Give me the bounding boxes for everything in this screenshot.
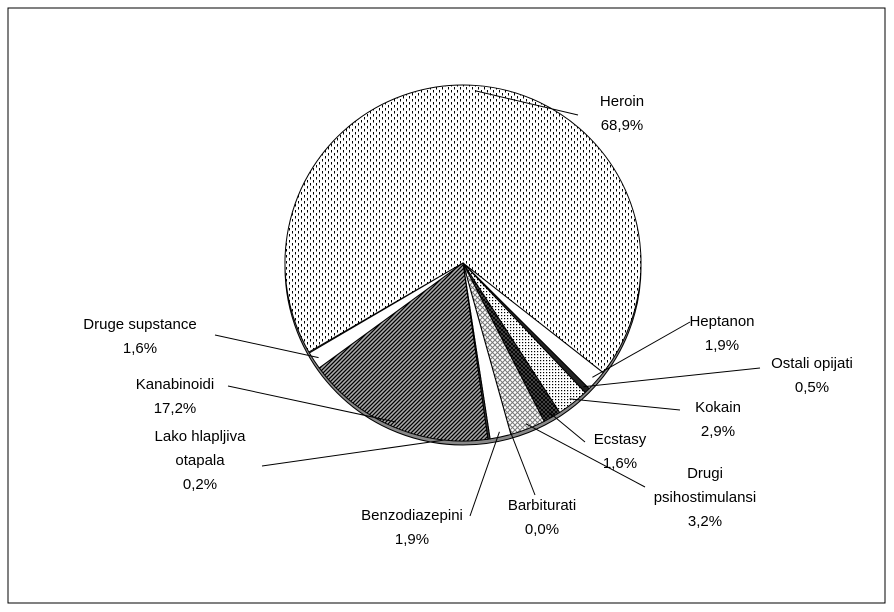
slice-label: Druge supstance xyxy=(83,316,197,333)
leader-line xyxy=(214,334,319,359)
value-label: 68,9% xyxy=(600,117,644,134)
value-label: 0,5% xyxy=(794,379,830,396)
leader-line xyxy=(549,412,586,443)
value-label: 1,9% xyxy=(394,531,430,548)
slice-label: Ecstasy xyxy=(593,431,647,448)
leader-line xyxy=(592,321,691,378)
leader-line xyxy=(508,429,536,496)
slice-label: Barbiturati xyxy=(507,497,577,514)
leader-line xyxy=(227,385,396,423)
value-label: 1,6% xyxy=(122,340,158,357)
slice-label: Heroin xyxy=(599,93,645,110)
frame xyxy=(7,7,886,604)
value-label: 1,9% xyxy=(704,337,740,354)
slice-label: Kokain xyxy=(695,399,741,416)
pie-slice xyxy=(308,262,464,369)
slice-label: Drugi psihostimulansi xyxy=(653,465,757,506)
value-label: 3,2% xyxy=(687,513,723,530)
pie-slice xyxy=(318,262,489,442)
value-label: 0,2% xyxy=(182,476,218,493)
slice-label: Heptanon xyxy=(689,313,755,330)
leader-line xyxy=(474,90,579,116)
pie-slice xyxy=(284,84,642,374)
slice-label: Kanabinoidi xyxy=(135,376,215,393)
slice-label: Benzodiazepini xyxy=(361,507,463,524)
value-label: 2,9% xyxy=(700,423,736,440)
leader-line xyxy=(525,423,646,488)
value-label: 0,0% xyxy=(524,521,560,538)
leader-line xyxy=(569,398,681,411)
slice-label: Lako hlapljiva otapala xyxy=(154,428,246,469)
value-label: 1,6% xyxy=(602,455,638,472)
value-label: 17,2% xyxy=(153,400,197,417)
leader-line xyxy=(583,367,761,388)
slice-label: Ostali opijati xyxy=(771,355,853,372)
leader-line xyxy=(469,431,500,517)
